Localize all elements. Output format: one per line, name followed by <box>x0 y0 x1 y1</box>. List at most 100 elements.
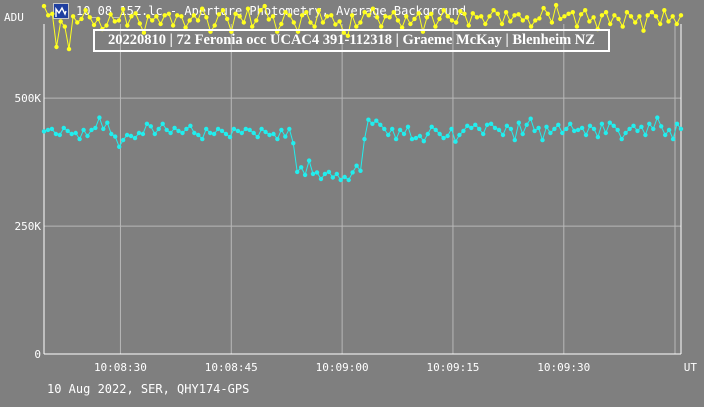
data-point <box>465 123 470 128</box>
data-point <box>61 125 66 131</box>
data-point <box>541 5 546 11</box>
data-point <box>349 13 355 18</box>
data-point <box>378 122 383 128</box>
data-point <box>255 134 260 140</box>
data-point <box>487 14 492 19</box>
data-point <box>374 15 380 20</box>
x-tick-label: 10:09:30 <box>537 361 590 374</box>
data-point <box>362 10 367 15</box>
data-point <box>283 134 288 139</box>
data-point <box>481 131 486 137</box>
data-point <box>437 131 442 137</box>
data-point <box>533 18 538 23</box>
data-point <box>172 125 177 131</box>
data-point <box>179 14 184 19</box>
data-point <box>409 136 415 142</box>
data-point <box>417 133 423 139</box>
data-point <box>678 13 684 18</box>
x-axis-label: UT <box>684 361 698 374</box>
data-point <box>412 16 417 22</box>
data-point <box>462 11 467 16</box>
data-point <box>287 126 292 132</box>
data-point <box>235 128 241 134</box>
data-point <box>329 13 334 18</box>
data-point <box>670 136 676 142</box>
data-point <box>370 121 375 127</box>
data-point <box>524 15 530 20</box>
data-point <box>572 128 577 134</box>
data-point <box>453 139 458 144</box>
data-point <box>227 134 233 140</box>
data-point <box>470 11 475 16</box>
data-point <box>674 121 680 127</box>
data-point <box>187 18 192 23</box>
data-point <box>345 33 351 38</box>
data-point <box>358 20 363 25</box>
data-point <box>184 126 189 132</box>
data-point <box>469 125 474 131</box>
data-point <box>454 20 459 25</box>
data-point <box>225 16 230 22</box>
data-point <box>132 135 138 141</box>
data-point <box>62 24 67 29</box>
data-point <box>488 121 494 127</box>
data-point <box>425 131 430 137</box>
data-point <box>558 16 563 22</box>
data-point <box>251 130 256 136</box>
data-point <box>366 117 371 122</box>
data-point <box>631 123 636 128</box>
data-point <box>112 19 118 24</box>
data-point <box>258 8 263 13</box>
data-point <box>231 126 237 132</box>
data-point <box>393 136 399 142</box>
data-point <box>653 14 659 19</box>
data-point <box>466 23 471 28</box>
data-point <box>164 127 169 133</box>
data-point <box>666 19 671 24</box>
data-point <box>564 126 569 132</box>
data-point <box>655 115 660 120</box>
data-point <box>496 127 502 133</box>
data-point <box>495 11 500 16</box>
data-point <box>117 144 122 149</box>
data-point <box>391 10 396 15</box>
data-point <box>239 130 244 136</box>
data-point <box>516 12 521 17</box>
data-point <box>237 14 242 19</box>
data-point <box>408 21 413 27</box>
data-point <box>583 8 588 13</box>
data-point <box>262 3 267 9</box>
data-point <box>607 120 612 125</box>
data-point <box>279 21 284 27</box>
series-line-0 <box>43 3 682 50</box>
data-point <box>200 136 205 142</box>
data-point <box>645 13 650 18</box>
data-point <box>477 126 482 132</box>
data-point <box>678 126 684 132</box>
data-point <box>540 137 545 143</box>
data-point <box>362 136 367 142</box>
data-point <box>401 131 407 137</box>
data-point <box>390 126 395 132</box>
x-tick-label: 10:08:45 <box>205 361 258 374</box>
data-point <box>241 20 246 25</box>
data-point <box>208 130 213 136</box>
data-point <box>279 127 284 133</box>
data-point <box>379 24 384 29</box>
data-point <box>666 127 672 133</box>
data-point <box>374 118 379 123</box>
data-point <box>404 14 409 19</box>
data-point <box>383 14 388 19</box>
data-point <box>499 21 505 27</box>
data-point <box>41 129 47 134</box>
data-point <box>512 137 517 143</box>
data-point <box>334 171 339 177</box>
data-point <box>492 125 498 131</box>
data-point <box>270 14 276 19</box>
data-point <box>637 14 642 19</box>
app-icon[interactable] <box>53 3 69 19</box>
data-point <box>473 122 478 128</box>
data-point <box>65 128 70 134</box>
data-point <box>405 124 411 129</box>
data-point <box>424 15 430 20</box>
